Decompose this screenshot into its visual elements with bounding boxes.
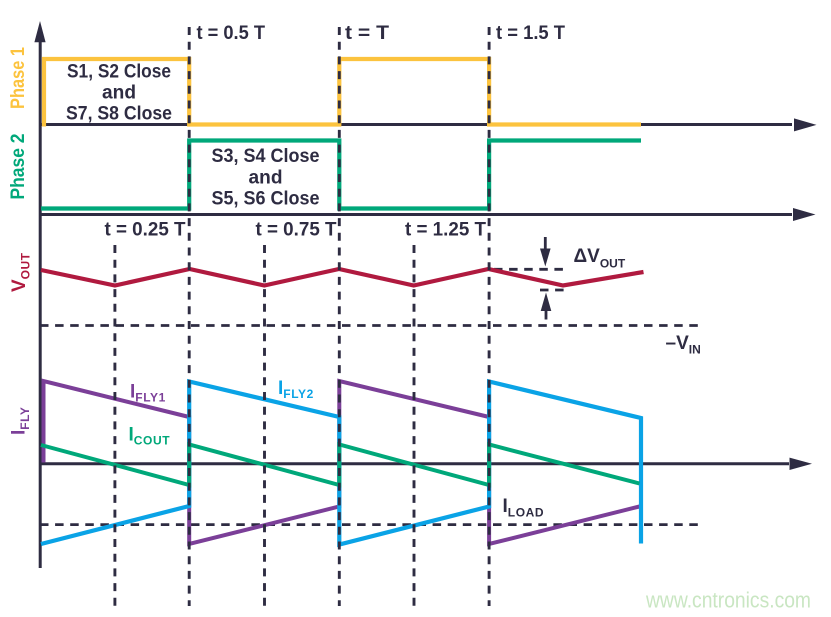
svg-text:S5, S6 Close: S5, S6 Close — [212, 189, 320, 210]
svg-text:t = 0.5 T: t = 0.5 T — [197, 23, 266, 44]
svg-text:S7, S8 Close: S7, S8 Close — [66, 104, 172, 125]
svg-text:S1, S2 Close: S1, S2 Close — [67, 62, 171, 83]
svg-text:t = 0.25 T: t = 0.25 T — [105, 220, 186, 241]
svg-text:t = T: t = T — [345, 23, 389, 44]
svg-text:t = 1.5 T: t = 1.5 T — [496, 23, 565, 44]
svg-text:www.cntronics.com: www.cntronics.com — [645, 588, 811, 613]
svg-text:Phase 2: Phase 2 — [8, 134, 29, 200]
svg-text:t = 1.25 T: t = 1.25 T — [405, 220, 486, 241]
svg-text:Phase 1: Phase 1 — [8, 47, 29, 109]
svg-text:and: and — [102, 83, 136, 104]
svg-text:and: and — [249, 168, 283, 189]
svg-text:t = 0.75 T: t = 0.75 T — [256, 220, 337, 241]
svg-text:S3, S4 Close: S3, S4 Close — [212, 146, 320, 167]
